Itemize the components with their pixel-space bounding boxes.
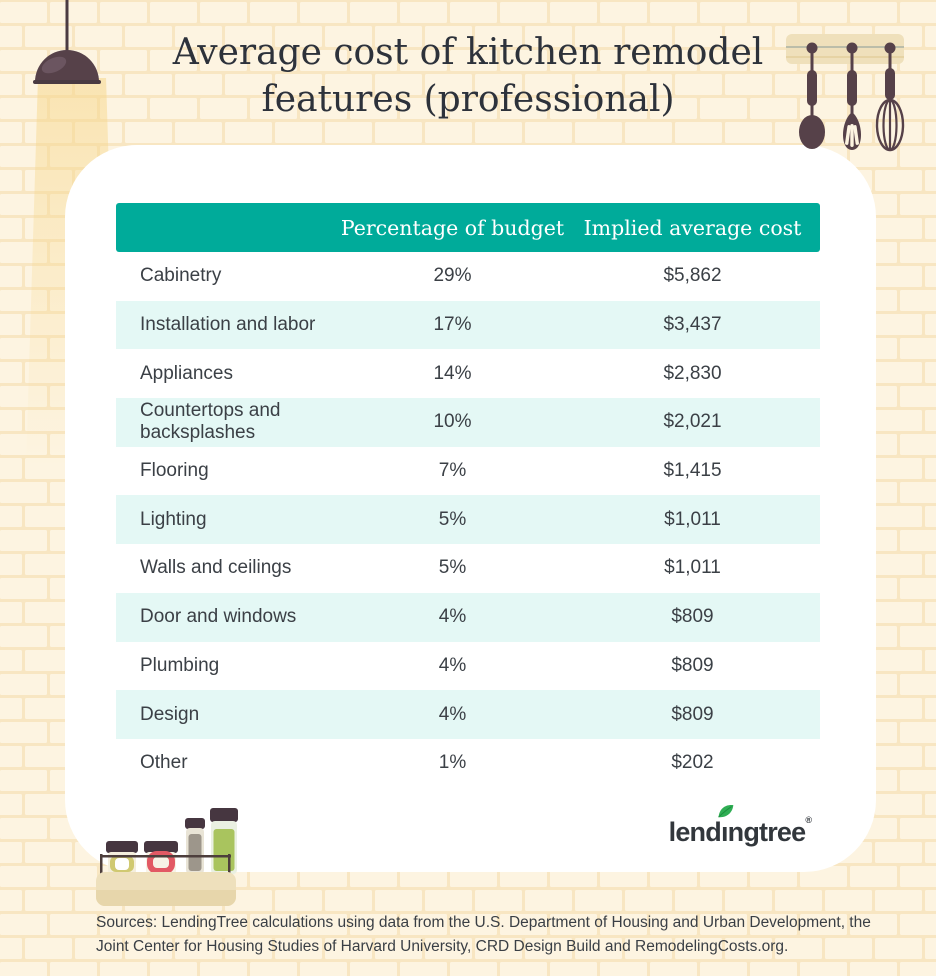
feature-cell: Other (140, 752, 188, 774)
table-row: Flooring 7% $1,415 (116, 446, 820, 496)
feature-cell: Flooring (140, 460, 209, 482)
feature-cell: Design (140, 703, 200, 725)
percentage-cell: 5% (438, 557, 467, 579)
table-header-row: Percentage of budget Implied average cos… (116, 203, 820, 252)
table-row: Lighting 5% $1,011 (116, 495, 820, 545)
percentage-cell: 10% (433, 411, 472, 433)
percentage-cell: 17% (433, 314, 472, 336)
feature-cell: Countertops and backsplashes (140, 400, 281, 444)
percentage-cell: 7% (438, 460, 467, 482)
table-row: Design 4% $809 (116, 690, 820, 739)
cost-cell: $5,862 (663, 265, 722, 287)
table-row: Appliances 14% $2,830 (116, 349, 820, 399)
column-header-percentage: Percentage of budget (340, 215, 565, 240)
table-row: Countertops and backsplashes 10% $2,021 (116, 398, 820, 447)
title-line2: features (professional) (261, 78, 675, 120)
percentage-cell: 29% (433, 265, 472, 287)
cost-cell: $809 (671, 654, 714, 676)
percentage-cell: 14% (433, 362, 472, 384)
percentage-cell: 4% (438, 606, 467, 628)
feature-cell: Lighting (140, 508, 207, 530)
logo-dotless-i: ı (720, 817, 728, 847)
column-header-cost: Implied average cost (583, 215, 802, 240)
cost-table: Percentage of budget Implied average cos… (116, 203, 820, 788)
table-row: Installation and labor 17% $3,437 (116, 300, 820, 350)
title-line1: Average cost of kitchen remodel (172, 32, 764, 73)
table-row: Plumbing 4% $809 (116, 641, 820, 691)
percentage-cell: 1% (438, 752, 467, 774)
table-row: Door and windows 4% $809 (116, 592, 820, 642)
utensil-rack-icon (786, 34, 905, 152)
cost-cell: $2,830 (663, 362, 722, 384)
spice-rack-icon (96, 808, 238, 906)
cost-cell: $2,021 (663, 411, 722, 433)
feature-cell: Appliances (140, 362, 233, 384)
registered-mark: ® (805, 815, 812, 825)
cost-cell: $809 (671, 606, 714, 628)
content-card: Percentage of budget Implied average cos… (65, 145, 876, 872)
logo-text-before-i: lend (668, 817, 722, 847)
cost-cell: $1,011 (664, 508, 721, 530)
sources-text: Sources: LendingTree calculations using … (96, 914, 871, 956)
feature-cell: Installation and labor (140, 314, 316, 336)
cost-cell: $202 (671, 752, 714, 774)
cost-cell: $809 (671, 703, 714, 725)
logo-text-after-i: ngtree (727, 817, 807, 847)
table-body: Cabinetry 29% $5,862 Installation and labor… (116, 252, 820, 788)
cost-cell: $3,437 (663, 314, 722, 336)
cost-cell: $1,415 (663, 460, 722, 482)
lendingtree-logo: lend ıngtree® (668, 805, 812, 848)
percentage-cell: 5% (438, 508, 467, 530)
percentage-cell: 4% (438, 654, 467, 676)
feature-cell: Walls and ceilings (140, 557, 292, 579)
feature-cell: Cabinetry (140, 265, 222, 287)
table-row: Other 1% $202 (116, 738, 820, 788)
table-row: Walls and ceilings 5% $1,011 (116, 544, 820, 593)
page-title: Average cost of kitchen remodel features … (0, 30, 936, 124)
leaf-icon (718, 805, 734, 818)
cost-cell: $1,011 (664, 557, 721, 579)
pendant-lamp-icon (33, 0, 101, 84)
feature-cell: Door and windows (140, 606, 297, 628)
table-row: Cabinetry 29% $5,862 (116, 252, 820, 301)
percentage-cell: 4% (438, 703, 467, 725)
feature-cell: Plumbing (140, 654, 220, 676)
